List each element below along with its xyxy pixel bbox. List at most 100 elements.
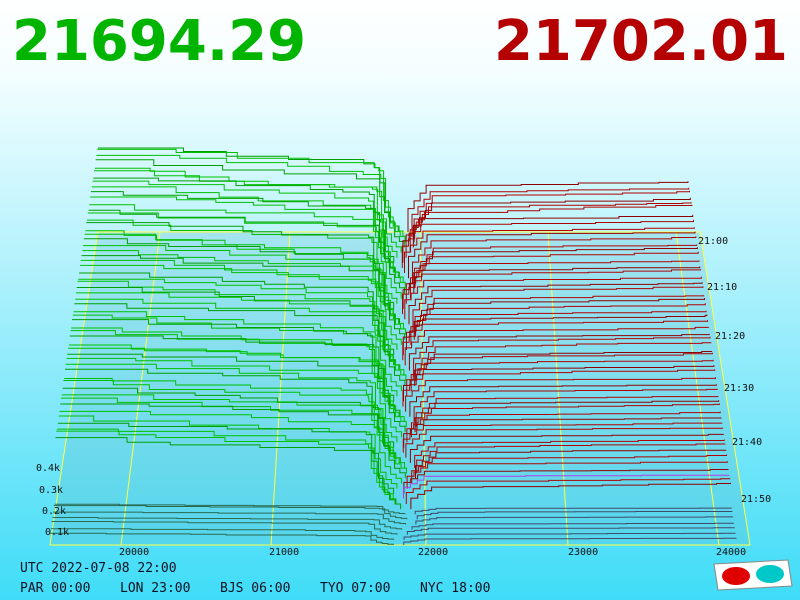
depth-line (89, 204, 406, 289)
depth-line (63, 380, 397, 458)
time-label: 21:30 (724, 383, 754, 394)
time-label: 21:00 (698, 236, 728, 247)
depth-line (76, 292, 405, 376)
price-label: 21000 (269, 547, 299, 558)
depth-line (413, 388, 718, 422)
depth-line (54, 503, 406, 515)
depth-line (416, 511, 733, 520)
lens-cyan (756, 565, 784, 583)
depth-line (403, 537, 737, 545)
depth-line (87, 219, 398, 304)
depth-line (82, 250, 407, 335)
depth-line (74, 303, 406, 386)
depth-line (50, 532, 394, 545)
depth-line (410, 352, 713, 392)
depth-line (76, 287, 401, 371)
depth-line (408, 282, 703, 325)
depth-line (59, 410, 402, 484)
depth-line (402, 369, 716, 407)
depth-line (410, 251, 699, 299)
depth-line (414, 351, 713, 386)
depth-line (402, 320, 709, 361)
depth-line (56, 430, 397, 504)
depth-line (65, 363, 398, 443)
depth-label: 0.4k (36, 463, 60, 474)
depth-line (405, 377, 716, 412)
depth-line (88, 209, 405, 294)
depth-line (409, 384, 717, 417)
depth-line (75, 298, 407, 381)
depth-line (81, 255, 406, 340)
depth-line (412, 286, 704, 330)
depth-line (407, 181, 689, 232)
depth-line (50, 528, 395, 540)
depth-line (403, 365, 715, 402)
depth-label: 0.1k (45, 527, 69, 538)
depth-line (403, 532, 736, 540)
depth-line (414, 439, 725, 468)
depth-line (411, 403, 720, 438)
depth-line (62, 387, 401, 463)
depth-line (405, 204, 693, 258)
depth-line (402, 266, 701, 309)
depth-line (61, 397, 407, 474)
depth-line (413, 190, 690, 243)
depth-line (96, 154, 406, 243)
depth-line (84, 233, 396, 320)
price-label: 23000 (568, 547, 598, 558)
depth-line (414, 507, 732, 515)
price-label: 24000 (716, 547, 746, 558)
depth-label: 0.3k (39, 485, 63, 496)
depth-line (412, 236, 697, 284)
depth-line (92, 180, 394, 268)
depth-line (410, 482, 731, 510)
depth-label: 0.2k (42, 506, 66, 517)
depth-line (57, 422, 395, 494)
depth-line (87, 212, 402, 299)
depth-line (52, 517, 403, 530)
depth-line (403, 469, 729, 494)
depth-line (415, 342, 712, 381)
depth-line (72, 314, 398, 397)
depth-line (406, 461, 728, 489)
depth-line (83, 245, 404, 330)
depth-line (404, 276, 702, 320)
price-axis: 20000 21000 22000 23000 24000 (119, 547, 746, 558)
depth-line (403, 417, 722, 448)
depth-line (408, 231, 696, 279)
depth-line (97, 148, 404, 238)
time-label: 21:40 (732, 437, 762, 448)
depth-line (402, 269, 702, 315)
depth-line (90, 191, 400, 279)
depth-line (55, 437, 402, 510)
depth-line (416, 443, 726, 474)
depth-line (409, 433, 724, 463)
depth-line (415, 449, 727, 479)
time-axis: 21:00 21:10 21:20 21:30 21:40 21:50 (698, 236, 771, 505)
clock: PAR 00:00 (20, 581, 90, 596)
depth-line (94, 167, 402, 253)
time-label: 21:50 (741, 494, 771, 505)
depth-line (406, 527, 735, 535)
time-label: 21:20 (715, 331, 745, 342)
depth-line (78, 278, 394, 361)
depth-line (73, 311, 402, 392)
depth-line (402, 422, 723, 453)
depth-line (410, 303, 706, 345)
depth-line (413, 298, 705, 340)
lens-red (722, 567, 750, 585)
grid-line (120, 231, 161, 546)
depth-line (413, 247, 698, 294)
depth-line (65, 368, 395, 448)
depth-line (411, 522, 735, 530)
grid-line (547, 231, 569, 546)
depth-line (414, 244, 698, 289)
clock: BJS 06:00 (220, 581, 290, 596)
3d-glasses-button[interactable] (713, 559, 793, 591)
price-label: 22000 (418, 547, 448, 558)
bid-price: 21694.29 (12, 9, 306, 74)
depth-line (60, 403, 406, 479)
depth-line (406, 359, 714, 397)
depth-line (411, 454, 727, 484)
